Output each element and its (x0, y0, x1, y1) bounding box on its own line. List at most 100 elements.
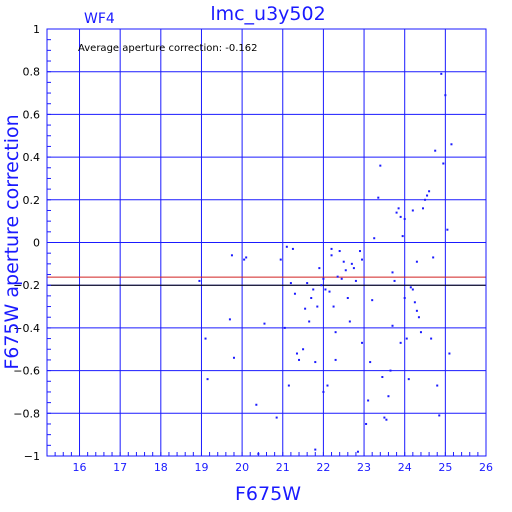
data-point (287, 384, 290, 387)
data-point (320, 284, 323, 287)
data-point (399, 215, 402, 218)
data-point (387, 395, 390, 398)
data-point (385, 418, 388, 421)
average-correction-annotation: Average aperture correction: -0.162 (78, 43, 258, 54)
data-point (322, 390, 325, 393)
data-point (330, 247, 333, 250)
data-point (354, 279, 357, 282)
data-point (243, 258, 246, 261)
y-tick-label: 0.6 (23, 108, 41, 121)
data-point (358, 250, 361, 253)
data-point (318, 267, 321, 270)
data-point (440, 72, 443, 75)
data-point (428, 190, 431, 193)
data-point (389, 369, 392, 372)
data-point (442, 162, 445, 165)
data-point (314, 361, 317, 364)
y-tick-label: 0.4 (23, 151, 41, 164)
data-point (417, 316, 420, 319)
data-point (342, 260, 345, 263)
data-point (432, 256, 435, 259)
data-point (361, 341, 364, 344)
data-point (340, 277, 343, 280)
y-tick-label: −1 (24, 450, 40, 463)
data-point (411, 209, 414, 212)
data-point (426, 194, 429, 197)
data-point (450, 143, 453, 146)
data-point (383, 416, 386, 419)
data-point (361, 258, 364, 261)
data-point (367, 399, 370, 402)
y-tick-label: 0 (33, 237, 40, 250)
data-point (245, 256, 248, 259)
data-point (409, 286, 412, 289)
data-point (322, 277, 325, 280)
data-point (438, 414, 441, 417)
data-point (403, 218, 406, 221)
data-point (424, 198, 427, 201)
data-point (316, 305, 319, 308)
axis-ticks: 16 17 18 19 20 21 22 23 24 25 26 1 0.8 0.6 0.4 0.2 0 −0.2… (13, 23, 493, 474)
data-point (421, 207, 424, 210)
data-point (255, 403, 258, 406)
data-point (391, 271, 394, 274)
data-point (304, 307, 307, 310)
data-point (401, 235, 404, 238)
data-point (430, 337, 433, 340)
data-point (324, 288, 327, 291)
data-point (415, 260, 418, 263)
data-point (326, 384, 329, 387)
data-point (230, 254, 233, 257)
data-point (352, 267, 355, 270)
data-point (446, 228, 449, 231)
data-point (336, 275, 339, 278)
data-point (346, 297, 349, 300)
data-point (395, 211, 398, 214)
data-point (356, 450, 359, 453)
data-point (373, 237, 376, 240)
data-point (263, 322, 266, 325)
data-point (298, 358, 301, 361)
data-point (330, 254, 333, 257)
data-point (338, 250, 341, 253)
data-point (415, 309, 418, 312)
y-tick-label: −0.4 (13, 322, 40, 335)
data-point (436, 384, 439, 387)
data-point (350, 262, 353, 265)
data-point (302, 348, 305, 351)
data-point (365, 422, 368, 425)
data-point (289, 282, 292, 285)
y-tick-label: 0.8 (23, 66, 41, 79)
data-point (314, 448, 317, 451)
data-point (293, 292, 296, 295)
data-point (310, 297, 313, 300)
y-tick-label: −0.8 (13, 407, 40, 420)
data-point (257, 452, 260, 455)
data-point (379, 164, 382, 167)
data-point (419, 331, 422, 334)
data-point (204, 337, 207, 340)
x-tick-label: 21 (276, 461, 290, 474)
data-point (444, 94, 447, 97)
data-point (328, 290, 331, 293)
data-point (411, 288, 414, 291)
data-point (275, 416, 278, 419)
data-point (369, 361, 372, 364)
data-point (399, 341, 402, 344)
data-point (413, 301, 416, 304)
x-tick-label: 23 (357, 461, 371, 474)
y-tick-label: −0.2 (13, 279, 40, 292)
y-tick-label: −0.6 (13, 365, 40, 378)
data-point (285, 245, 288, 248)
y-axis-label: F675W aperture correction (1, 114, 23, 369)
data-point (206, 378, 209, 381)
data-point (393, 279, 396, 282)
data-point (348, 320, 351, 323)
chip-label: WF4 (84, 11, 115, 27)
data-point (381, 376, 384, 379)
reference-lines (47, 276, 486, 286)
data-point (198, 279, 201, 282)
data-point (391, 324, 394, 327)
x-tick-label: 24 (398, 461, 412, 474)
